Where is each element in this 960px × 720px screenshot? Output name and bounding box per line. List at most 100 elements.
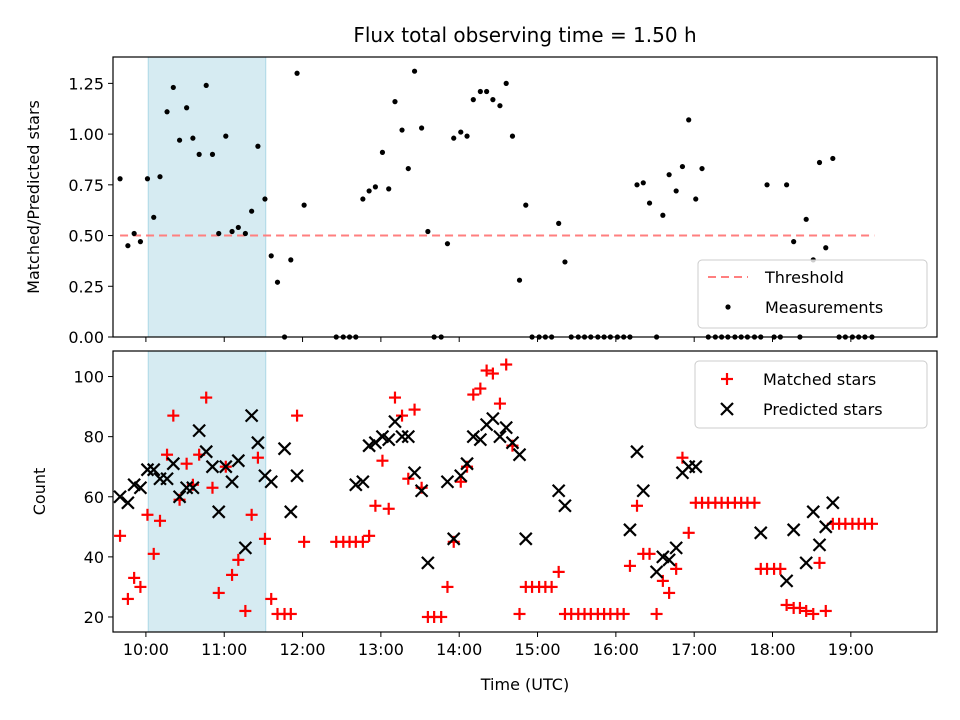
measurement-point xyxy=(516,277,523,283)
measurement-point xyxy=(176,137,183,143)
measurement-point xyxy=(164,109,170,115)
measurement-point xyxy=(131,230,137,237)
y-tick-label: 20 xyxy=(84,608,104,627)
predicted-star-marker xyxy=(284,505,298,519)
predicted-star-marker xyxy=(219,459,233,474)
measurement-point xyxy=(646,200,653,206)
measurement-point xyxy=(699,165,705,172)
matched-star-marker xyxy=(780,598,793,611)
matched-star-marker xyxy=(800,604,813,617)
matched-star-marker xyxy=(500,358,513,371)
matched-star-marker xyxy=(493,397,506,410)
predicted-star-stroke xyxy=(558,498,572,513)
measurement-point xyxy=(484,88,490,95)
predicted-star-marker xyxy=(551,483,566,498)
matched-star-marker xyxy=(114,529,127,542)
measurement-point xyxy=(764,182,770,188)
predicted-star-stroke xyxy=(753,526,768,540)
measurement-point xyxy=(816,159,823,166)
measurement-point xyxy=(360,196,366,202)
measurement-point xyxy=(209,151,216,157)
predicted-star-marker xyxy=(519,532,533,546)
predicted-star-marker xyxy=(460,456,474,471)
predicted-star-stroke xyxy=(519,532,533,546)
predicted-star-marker xyxy=(160,471,174,486)
legend-measurements-label: Measurements xyxy=(765,298,883,317)
measurement-point xyxy=(223,133,229,139)
measurement-point xyxy=(203,82,209,89)
y-tick-label: 60 xyxy=(84,488,104,507)
predicted-star-marker xyxy=(251,435,265,450)
predicted-star-marker xyxy=(414,483,429,498)
predicted-star-marker xyxy=(290,468,304,483)
predicted-star-stroke xyxy=(186,480,200,495)
predicted-star-marker xyxy=(199,444,213,459)
predicted-star-stroke xyxy=(113,489,127,504)
predicted-star-marker xyxy=(146,462,161,477)
predicted-star-stroke xyxy=(375,429,390,444)
x-tick-label: 18:00 xyxy=(749,640,795,659)
predicted-star-stroke xyxy=(826,495,840,510)
predicted-star-stroke xyxy=(512,447,527,462)
predicted-star-marker xyxy=(636,483,651,498)
predicted-star-marker xyxy=(799,556,813,570)
predicted-star-marker xyxy=(166,456,181,471)
predicted-star-stroke xyxy=(636,483,651,498)
predicted-star-stroke xyxy=(251,435,265,450)
predicted-star-stroke xyxy=(121,495,135,510)
predicted-star-stroke xyxy=(812,538,827,552)
predicted-star-marker xyxy=(349,477,363,492)
matched-star-marker xyxy=(200,391,213,404)
predicted-star-stroke xyxy=(284,505,298,519)
matched-star-marker xyxy=(663,586,676,599)
x-tick-label: 14:00 xyxy=(436,640,482,659)
measurement-point xyxy=(386,186,392,192)
matched-star-marker xyxy=(454,475,467,488)
predicted-star-marker xyxy=(649,565,664,579)
predicted-star-marker xyxy=(630,444,644,459)
legend-matched-swatch xyxy=(721,373,733,385)
matched-star-marker xyxy=(265,592,278,605)
matched-star-marker xyxy=(682,526,695,539)
predicted-star-stroke xyxy=(649,565,664,579)
y-tick-label: 100 xyxy=(73,368,104,387)
ratio-legend: Threshold Measurements xyxy=(697,259,928,329)
measurement-point xyxy=(411,68,418,74)
matched-star-marker xyxy=(774,562,787,575)
measurement-point xyxy=(196,151,202,157)
predicted-star-stroke xyxy=(127,477,141,492)
predicted-star-marker xyxy=(179,480,194,495)
matched-star-marker xyxy=(232,553,245,566)
chart-title: Flux total observing time = 1.50 h xyxy=(353,23,696,47)
measurement-point xyxy=(379,149,386,155)
measurement-point xyxy=(497,103,503,109)
predicted-star-stroke xyxy=(160,471,174,486)
count-legend: Matched stars Predicted stars xyxy=(694,360,928,429)
matched-star-marker xyxy=(212,586,225,599)
measurement-point xyxy=(262,196,268,202)
predicted-star-marker xyxy=(486,411,500,426)
predicted-star-stroke xyxy=(421,556,435,570)
predicted-star-marker xyxy=(244,408,259,423)
matched-star-marker xyxy=(748,496,761,509)
measurement-point xyxy=(301,202,307,208)
y-tick-label: 40 xyxy=(84,548,104,567)
x-tick-label: 16:00 xyxy=(593,640,639,659)
predicted-star-marker xyxy=(505,435,520,450)
measurement-point xyxy=(830,155,836,162)
predicted-star-marker xyxy=(231,453,246,468)
predicted-star-marker xyxy=(806,505,821,519)
measurement-point xyxy=(229,228,235,235)
predicted-star-stroke xyxy=(199,444,213,459)
predicted-star-stroke xyxy=(258,468,272,483)
measurement-point xyxy=(372,184,378,190)
x-tick-label: 12:00 xyxy=(279,640,325,659)
count-xlabel: Time (UTC) xyxy=(480,675,569,694)
x-tick-label: 10:00 xyxy=(123,640,169,659)
x-tick-label: 13:00 xyxy=(358,640,404,659)
measurement-point xyxy=(451,135,457,141)
measurement-point xyxy=(791,239,797,245)
predicted-star-stroke xyxy=(349,477,363,492)
matched-star-marker xyxy=(298,535,311,548)
predicted-star-marker xyxy=(688,459,703,474)
